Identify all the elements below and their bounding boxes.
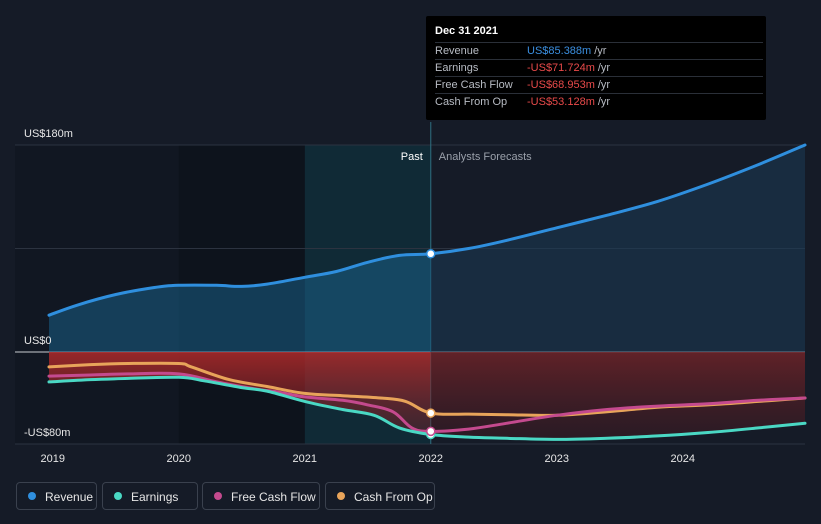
- forecast-label: Analysts Forecasts: [439, 151, 532, 163]
- tooltip-label: Earnings: [435, 62, 479, 74]
- legend-item-cash-from-op[interactable]: Cash From Op: [325, 482, 435, 510]
- data-point-cash-from-op: [426, 408, 436, 418]
- tooltip-value-text: -US$71.724m: [527, 62, 595, 74]
- tooltip-row-cash-from-op: Cash From Op -US$53.128m/yr: [435, 93, 763, 111]
- tooltip-date: Dec 31 2021: [435, 25, 498, 37]
- divider-markers: [426, 249, 436, 440]
- legend-label: Free Cash Flow: [231, 490, 316, 504]
- data-point-free-cash-flow: [426, 426, 436, 437]
- tooltip-value-text: -US$68.953m: [527, 79, 595, 91]
- tooltip-unit: /yr: [597, 79, 611, 91]
- series-lines: [47, 143, 807, 441]
- legend-item-free-cash-flow[interactable]: Free Cash Flow: [202, 482, 320, 510]
- area-fills: [49, 145, 805, 440]
- tooltip-value: US$85.388m/yr: [527, 46, 606, 57]
- tooltip-label: Free Cash Flow: [435, 79, 513, 91]
- series-line-free-cash-flow: [47, 371, 807, 433]
- legend-item-earnings[interactable]: Earnings: [102, 482, 198, 510]
- tooltip-unit: /yr: [597, 96, 611, 108]
- x-tick-label: 2020: [167, 453, 191, 465]
- legend-dot-icon: [337, 492, 345, 500]
- legend-item-revenue[interactable]: Revenue: [16, 482, 97, 510]
- tooltip-value-text: US$85.388m: [527, 45, 592, 57]
- tooltip-row-earnings: Earnings -US$71.724m/yr: [435, 59, 763, 77]
- series-line-revenue: [47, 143, 807, 317]
- legend-label: Cash From Op: [354, 490, 433, 504]
- tooltip-value: -US$68.953m/yr: [527, 80, 610, 91]
- series-line-earnings: [47, 375, 807, 441]
- tooltip-row-free-cash-flow: Free Cash Flow -US$68.953m/yr: [435, 76, 763, 94]
- x-tick-label: 2023: [545, 453, 569, 465]
- tooltip-unit: /yr: [594, 45, 607, 57]
- x-tick-label: 2024: [671, 453, 695, 465]
- legend-label: Earnings: [131, 490, 179, 504]
- tooltip-value: -US$71.724m/yr: [527, 63, 610, 74]
- x-tick-label: 2021: [293, 453, 317, 465]
- data-point-revenue: [426, 249, 436, 259]
- past-label: Past: [401, 151, 423, 163]
- legend-dot-icon: [214, 492, 222, 500]
- tooltip-label: Revenue: [435, 45, 480, 57]
- tooltip-value-text: -US$53.128m: [527, 96, 595, 108]
- legend-dot-icon: [28, 492, 36, 500]
- x-tick-label: 2019: [41, 453, 65, 465]
- y-axis-label: -US$80m: [24, 427, 70, 439]
- tooltip-row-revenue: Revenue US$85.388m/yr: [435, 42, 763, 60]
- axis-labels: US$180m US$0 -US$80m 2019 2020 2021 2022 2023 20…: [24, 128, 695, 465]
- tooltip: Dec 31 2021 Revenue US$85.388m/yr Earnin…: [426, 16, 766, 120]
- tooltip-value: -US$53.128m/yr: [527, 97, 610, 108]
- y-axis-label: US$180m: [24, 128, 73, 140]
- tooltip-unit: /yr: [597, 62, 611, 74]
- x-tick-label: 2022: [419, 453, 443, 465]
- legend-dot-icon: [114, 492, 122, 500]
- tooltip-label: Cash From Op: [435, 96, 508, 108]
- losses-area-forecast: [430, 352, 805, 440]
- legend-label: Revenue: [45, 490, 94, 504]
- revenue-area-past: [49, 253, 431, 352]
- revenue-area-forecast: [430, 145, 805, 352]
- y-axis-label: US$0: [24, 335, 52, 347]
